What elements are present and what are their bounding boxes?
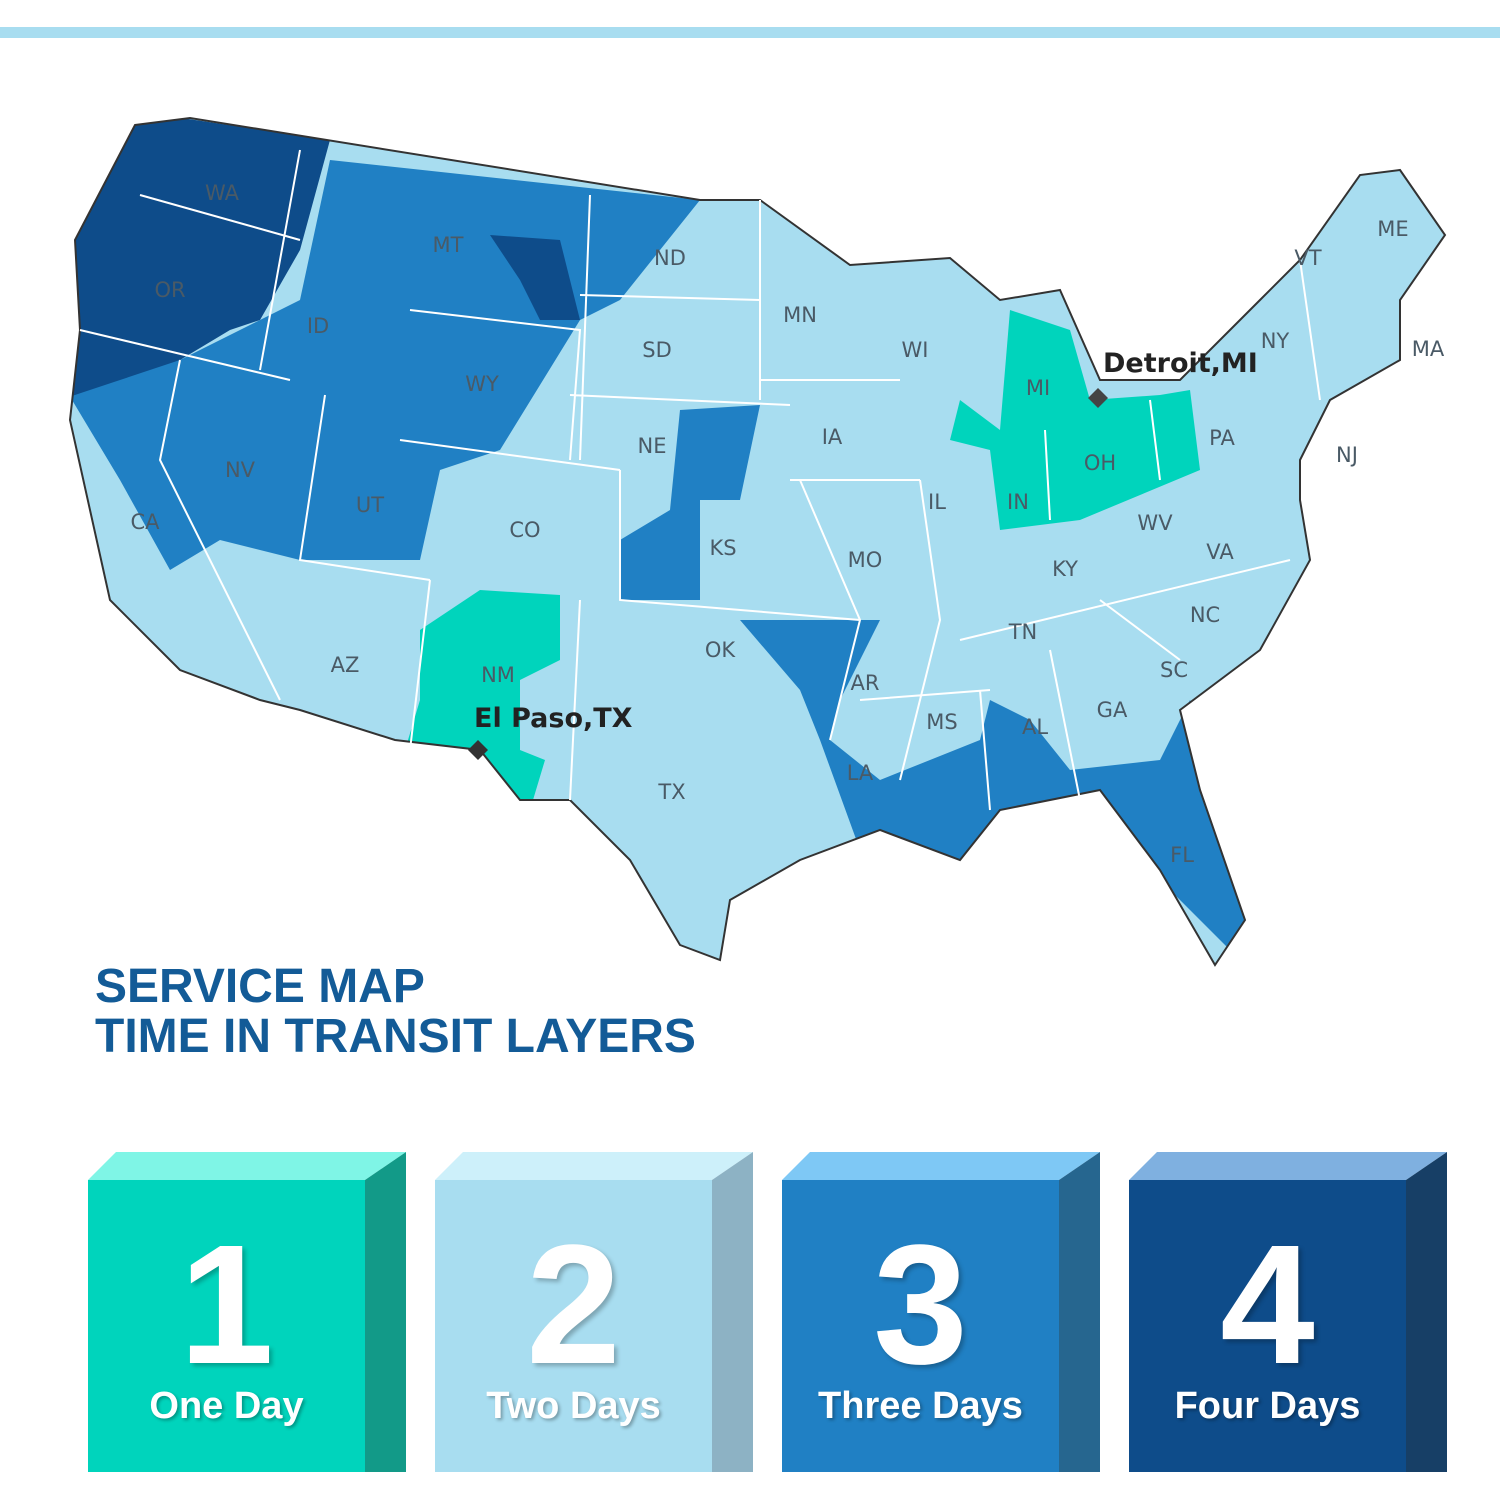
legend-label: One Day (149, 1385, 304, 1427)
state-label-mt: MT (432, 233, 464, 257)
legend-number: 4 (1220, 1210, 1315, 1400)
state-label-co: CO (509, 518, 541, 542)
state-label-al: AL (1021, 715, 1049, 739)
state-label-vt: VT (1294, 246, 1322, 270)
state-label-sc: SC (1160, 658, 1188, 682)
state-label-nm: NM (481, 663, 515, 687)
state-label-ky: KY (1052, 557, 1078, 581)
state-label-az: AZ (330, 653, 360, 677)
state-label-ny: NY (1260, 329, 1290, 353)
one-day-region-midwest (950, 310, 1200, 530)
state-label-ar: AR (850, 671, 880, 695)
title-line-1: SERVICE MAP (95, 960, 425, 1013)
legend-label: Two Days (486, 1385, 661, 1427)
legend-box-2: 2 Two Days (435, 1152, 753, 1472)
legend-box-4: 4 Four Days (1129, 1152, 1447, 1472)
title-line-2: TIME IN TRANSIT LAYERS (95, 1010, 696, 1063)
box-side (1406, 1152, 1447, 1472)
state-label-il: IL (928, 490, 946, 514)
four-day-region (70, 118, 330, 400)
us-transit-map (69, 117, 1446, 966)
city-label-el-paso: El Paso,TX (474, 703, 633, 734)
el-paso-marker-icon (468, 740, 488, 760)
state-label-ia: IA (821, 425, 843, 449)
box-side (712, 1152, 753, 1472)
legend-box-1: 1 One Day (88, 1152, 406, 1472)
legend-box-3: 3 Three Days (782, 1152, 1100, 1472)
box-front: 4 Four Days (1129, 1180, 1406, 1472)
state-label-wi: WI (901, 338, 929, 362)
three-day-region-plains (620, 405, 760, 600)
three-day-region-south (740, 620, 1260, 965)
legend-number: 1 (179, 1210, 274, 1400)
state-label-ks: KS (709, 536, 737, 560)
state-label-mi: MI (1025, 376, 1051, 400)
state-label-tn: TN (1008, 620, 1038, 644)
state-label-tx: TX (658, 780, 686, 804)
box-side (1059, 1152, 1100, 1472)
state-label-pa: PA (1209, 426, 1235, 450)
box-top (435, 1152, 753, 1180)
state-label-wy: WY (465, 372, 499, 396)
state-label-ga: GA (1096, 698, 1128, 722)
state-label-la: LA (846, 761, 874, 785)
state-label-in: IN (1007, 490, 1029, 514)
box-side (365, 1152, 406, 1472)
state-label-va: VA (1206, 540, 1234, 564)
legend-number: 2 (526, 1210, 621, 1400)
box-front: 2 Two Days (435, 1180, 712, 1472)
state-label-oh: OH (1083, 451, 1117, 475)
box-top (88, 1152, 406, 1180)
legend-label: Four Days (1174, 1385, 1361, 1427)
four-day-region-mt (490, 235, 580, 320)
state-label-nd: ND (654, 246, 686, 270)
city-label-detroit: Detroit,MI (1103, 348, 1258, 379)
box-front: 1 One Day (88, 1180, 365, 1472)
state-borders (79, 149, 1321, 811)
state-label-ma: MA (1411, 337, 1445, 361)
legend-label: Three Days (818, 1385, 1023, 1427)
state-label-id: ID (306, 314, 330, 338)
box-top (782, 1152, 1100, 1180)
map-title: SERVICE MAP TIME IN TRANSIT LAYERS (95, 962, 696, 1062)
state-label-me: ME (1377, 217, 1409, 241)
state-label-nv: NV (224, 458, 256, 482)
top-accent-bar (0, 27, 1500, 38)
state-label-fl: FL (1170, 843, 1194, 867)
state-label-ok: OK (704, 638, 736, 662)
state-label-sd: SD (642, 338, 672, 362)
state-label-ut: UT (355, 493, 385, 517)
state-label-or: OR (154, 278, 186, 302)
box-top (1129, 1152, 1447, 1180)
state-label-nc: NC (1189, 603, 1221, 627)
state-label-mo: MO (847, 548, 883, 572)
legend-number: 3 (873, 1210, 968, 1400)
state-label-mn: MN (783, 303, 817, 327)
state-label-wa: WA (205, 181, 239, 205)
state-label-nj: NJ (1336, 443, 1358, 467)
detroit-marker-icon (1088, 388, 1108, 408)
box-front: 3 Three Days (782, 1180, 1059, 1472)
state-label-wv: WV (1137, 511, 1173, 535)
state-label-ms: MS (926, 710, 958, 734)
state-label-ne: NE (637, 434, 667, 458)
state-label-ca: CA (130, 510, 160, 534)
